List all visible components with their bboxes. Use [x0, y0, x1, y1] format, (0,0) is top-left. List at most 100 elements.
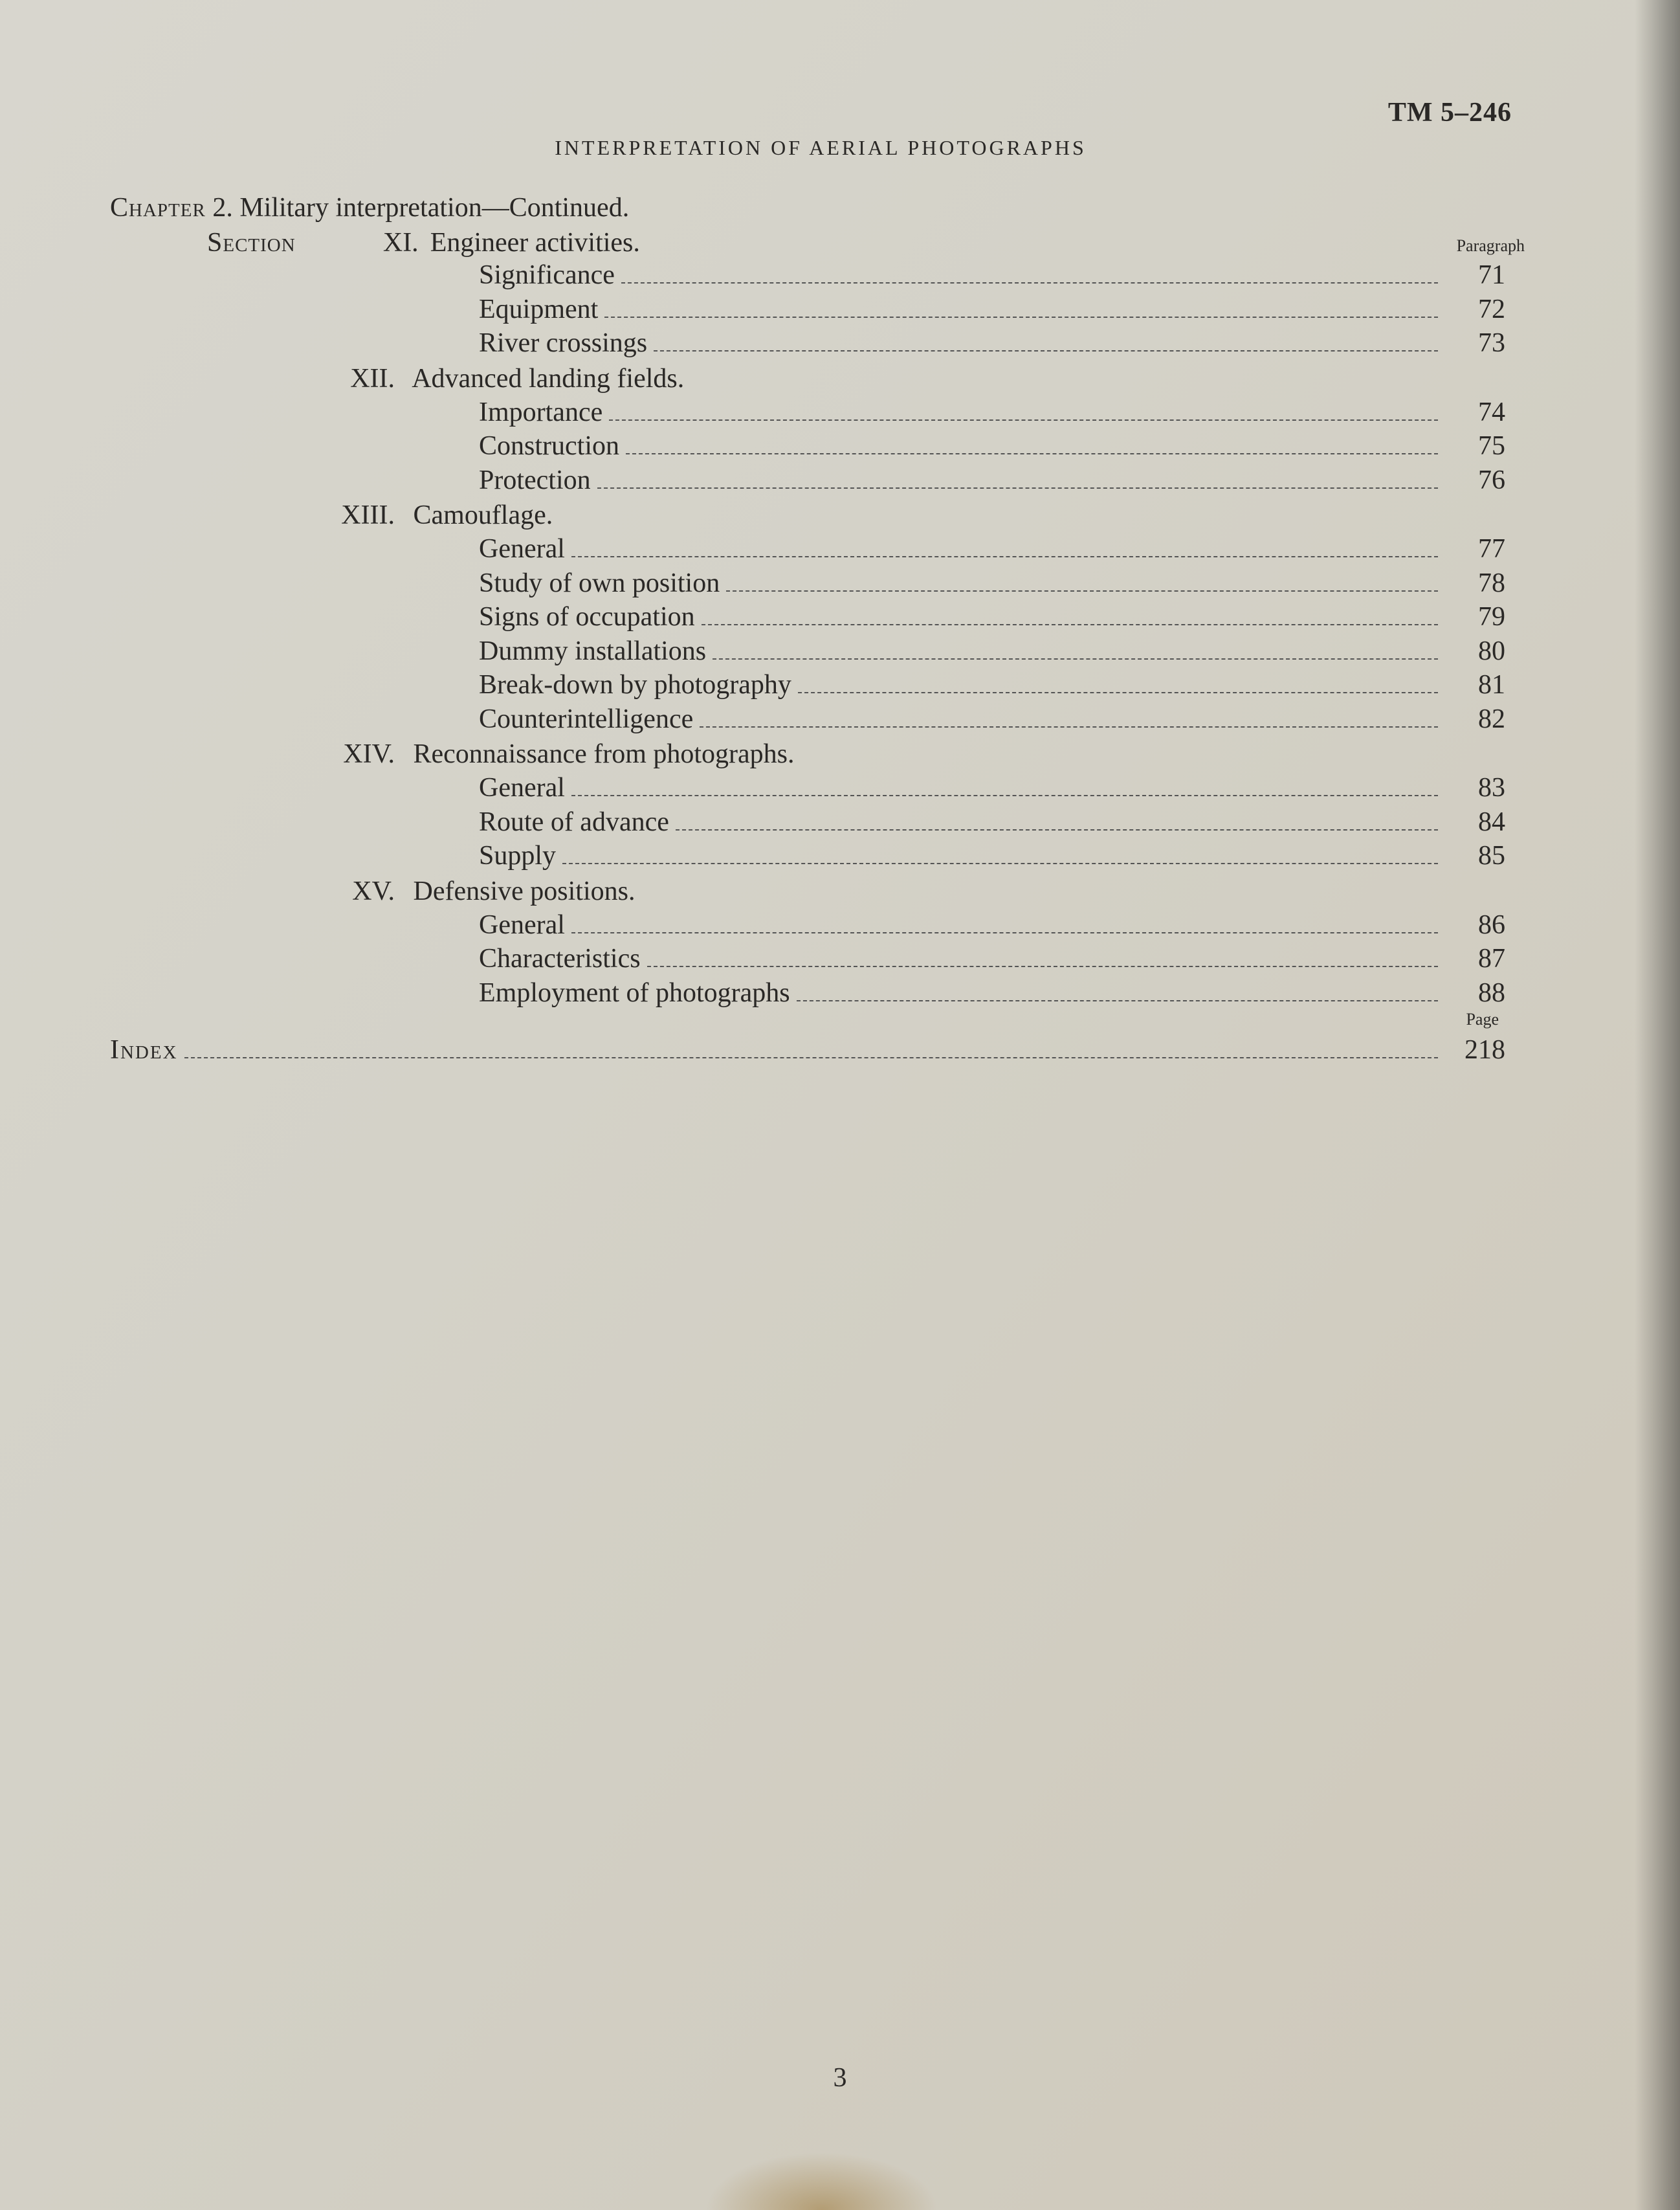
- entry-label: Break-down by photography: [479, 668, 791, 702]
- leader-dots: [597, 468, 1438, 488]
- entry-label: Study of own position: [479, 566, 720, 601]
- toc-entry: Supply 85: [479, 839, 1505, 873]
- entry-label: General: [479, 771, 565, 805]
- toc-entry: Significance 71: [479, 258, 1505, 293]
- section-roman: XV.: [298, 876, 395, 907]
- chapter-number: 2.: [212, 193, 233, 223]
- section-roman: XII.: [298, 363, 395, 394]
- toc-entry: Study of own position 78: [479, 566, 1505, 601]
- entry-paragraph: 84: [1447, 805, 1505, 840]
- toc-content: Chapter 2. Military interpretation—Conti…: [91, 192, 1551, 1066]
- running-title: INTERPRETATION OF AERIAL PHOTOGRAPHS: [91, 136, 1551, 160]
- section-row: XIV. Reconnaissance from photographs.: [298, 739, 1531, 770]
- index-entry: Index 218: [110, 1034, 1505, 1066]
- leader-dots: [609, 400, 1438, 420]
- toc-entry: Characteristics 87: [479, 942, 1505, 976]
- section-row: XV. Defensive positions.: [298, 876, 1531, 907]
- entry-paragraph: 77: [1447, 532, 1505, 566]
- section-title: Engineer activities.: [430, 227, 1457, 258]
- page-column-label: Page: [1466, 1010, 1499, 1029]
- entry-label: Construction: [479, 429, 619, 463]
- toc-entry: Construction 75: [479, 429, 1505, 463]
- document-id: TM 5–246: [1388, 97, 1512, 128]
- section-row: Section XI. Engineer activities. Paragra…: [110, 227, 1531, 258]
- toc-entry: Employment of photographs 88: [479, 976, 1505, 1010]
- toc-entry: Route of advance 84: [479, 805, 1505, 840]
- leader-dots: [647, 947, 1438, 967]
- entry-label: General: [479, 532, 565, 566]
- entry-label: River crossings: [479, 326, 647, 361]
- toc-entry: Dummy installations 80: [479, 634, 1505, 669]
- entry-label: Significance: [479, 258, 615, 293]
- entry-paragraph: 76: [1447, 463, 1505, 498]
- entry-paragraph: 73: [1447, 326, 1505, 361]
- toc-entry: General 83: [479, 771, 1505, 805]
- toc-entry: Protection 76: [479, 463, 1505, 498]
- entry-paragraph: 85: [1447, 839, 1505, 873]
- entry-label: Equipment: [479, 293, 598, 327]
- entry-paragraph: 80: [1447, 634, 1505, 669]
- chapter-label: Chapter: [110, 193, 206, 223]
- entry-label: Employment of photographs: [479, 976, 790, 1010]
- entry-paragraph: 72: [1447, 293, 1505, 327]
- leader-dots: [571, 776, 1438, 796]
- leader-dots: [702, 605, 1438, 625]
- section-title: Defensive positions.: [414, 876, 636, 906]
- chapter-heading: Chapter 2. Military interpretation—Conti…: [110, 192, 1531, 223]
- section-title: Advanced landing fields.: [412, 364, 684, 394]
- toc-entry: General 86: [479, 908, 1505, 943]
- entry-paragraph: 86: [1447, 908, 1505, 943]
- entry-paragraph: 79: [1447, 600, 1505, 634]
- page: TM 5–246 INTERPRETATION OF AERIAL PHOTOG…: [0, 0, 1680, 2210]
- leader-dots: [571, 913, 1438, 933]
- toc-entry: Signs of occupation 79: [479, 600, 1505, 634]
- entry-label: Route of advance: [479, 805, 669, 840]
- toc-entry: River crossings 73: [479, 326, 1505, 361]
- entry-paragraph: 78: [1447, 566, 1505, 601]
- entry-paragraph: 83: [1447, 771, 1505, 805]
- toc-entry: General 77: [479, 532, 1505, 566]
- entry-paragraph: 71: [1447, 258, 1505, 293]
- leader-dots: [621, 263, 1438, 284]
- leader-dots: [654, 331, 1438, 352]
- toc-entry: Break-down by photography 81: [479, 668, 1505, 702]
- entry-label: Protection: [479, 463, 591, 498]
- page-number: 3: [0, 2062, 1680, 2093]
- toc-entry: Importance 74: [479, 396, 1505, 430]
- section-roman: XIV.: [298, 739, 395, 770]
- leader-dots: [726, 571, 1438, 591]
- section-title: Reconnaissance from photographs.: [414, 739, 795, 769]
- leader-dots: [184, 1038, 1438, 1058]
- entry-label: Supply: [479, 839, 556, 873]
- section-title: Camouflage.: [414, 500, 553, 530]
- entry-label: Counterintelligence: [479, 702, 693, 737]
- entry-paragraph: 82: [1447, 702, 1505, 737]
- entry-label: Signs of occupation: [479, 600, 695, 634]
- entry-paragraph: 87: [1447, 942, 1505, 976]
- leader-dots: [604, 297, 1438, 317]
- entry-paragraph: 81: [1447, 668, 1505, 702]
- toc-entry: Counterintelligence 82: [479, 702, 1505, 737]
- leader-dots: [676, 810, 1438, 830]
- section-roman: XI.: [322, 227, 419, 258]
- index-page: 218: [1447, 1034, 1505, 1066]
- page-column-label-row: Page: [110, 1010, 1499, 1029]
- entry-label: Dummy installations: [479, 634, 706, 669]
- leader-dots: [798, 673, 1438, 693]
- entry-paragraph: 75: [1447, 429, 1505, 463]
- entry-label: Importance: [479, 396, 602, 430]
- section-row: XIII. Camouflage.: [298, 500, 1531, 531]
- section-row: XII. Advanced landing fields.: [298, 363, 1531, 394]
- toc-entry: Equipment 72: [479, 293, 1505, 327]
- entry-paragraph: 88: [1447, 976, 1505, 1010]
- leader-dots: [797, 981, 1438, 1001]
- thumb-shadow: [705, 2152, 938, 2210]
- paragraph-column-label: Paragraph: [1457, 236, 1531, 256]
- binding-shadow: [1635, 0, 1680, 2210]
- section-roman: XIII.: [298, 500, 395, 531]
- section-label: Section: [207, 227, 296, 258]
- chapter-title: Military interpretation—Continued.: [239, 193, 629, 223]
- leader-dots: [700, 707, 1438, 727]
- leader-dots: [571, 537, 1438, 557]
- leader-dots: [713, 639, 1438, 659]
